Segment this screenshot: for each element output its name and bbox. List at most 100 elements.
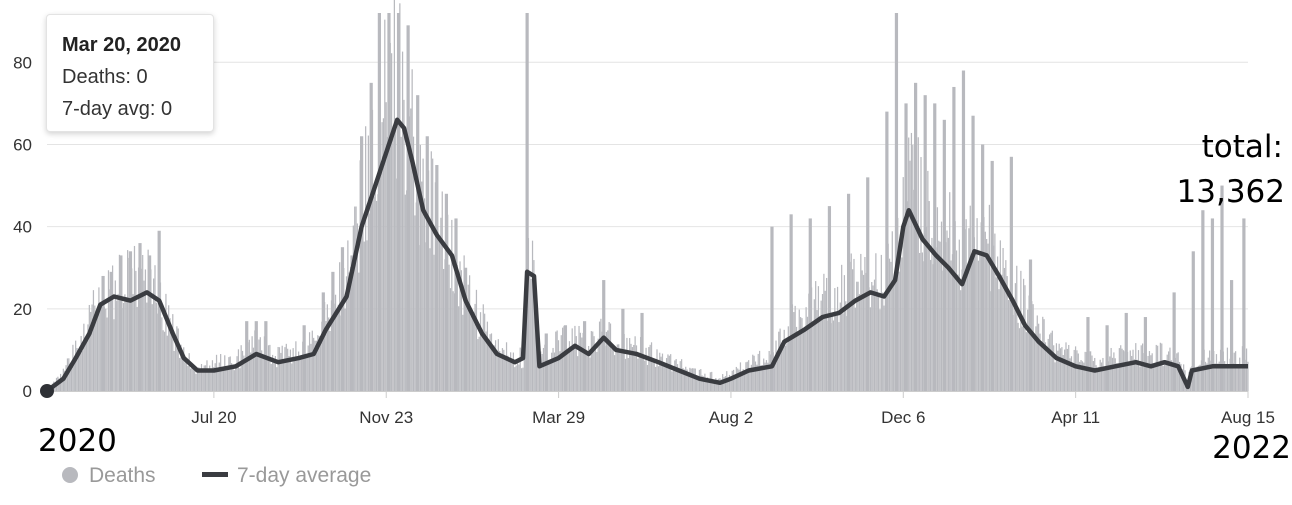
- death-bar: [300, 359, 302, 391]
- death-bar: [154, 265, 156, 391]
- death-bar: [220, 354, 222, 391]
- death-bar: [619, 351, 621, 391]
- death-bar: [1042, 316, 1044, 391]
- death-bar: [274, 356, 276, 391]
- death-bar: [801, 318, 803, 391]
- death-bar: [1133, 359, 1136, 391]
- death-bar: [458, 306, 460, 391]
- death-bar: [723, 377, 725, 391]
- death-bar: [1013, 299, 1015, 391]
- death-bar-spike: [1242, 218, 1246, 391]
- death-bar: [127, 250, 129, 391]
- death-bar: [724, 376, 727, 391]
- death-bar: [728, 374, 731, 391]
- death-bar: [348, 272, 350, 391]
- death-bar: [1014, 283, 1017, 391]
- death-bar: [144, 269, 147, 391]
- death-bar: [180, 344, 182, 391]
- death-bar: [784, 345, 787, 391]
- death-bar: [1209, 350, 1211, 391]
- death-bar: [261, 350, 263, 391]
- death-bar: [1084, 351, 1086, 391]
- death-bar: [758, 350, 761, 391]
- death-bar: [950, 260, 952, 391]
- death-bar: [871, 282, 873, 391]
- death-bar: [1165, 362, 1167, 391]
- average-line-path: [45, 117, 1248, 393]
- death-bar: [511, 359, 513, 391]
- tooltip-date: Mar 20, 2020: [62, 34, 181, 56]
- death-bar: [851, 269, 854, 391]
- death-bar: [317, 335, 319, 391]
- death-bar: [998, 289, 1000, 391]
- death-bar-spike: [463, 267, 468, 391]
- death-bar: [155, 302, 157, 391]
- death-bar: [646, 364, 649, 391]
- death-bar: [514, 367, 516, 391]
- death-bar: [176, 326, 178, 391]
- death-bar: [311, 330, 313, 391]
- legend-avg-label[interactable]: 7-day average: [237, 464, 371, 487]
- death-bar: [289, 349, 292, 391]
- death-bar: [79, 353, 81, 391]
- death-bar: [984, 231, 986, 391]
- death-bar: [61, 379, 63, 391]
- death-bar: [355, 206, 357, 391]
- death-bar: [484, 313, 486, 391]
- death-bar: [1109, 356, 1111, 391]
- death-bar: [597, 338, 599, 391]
- death-bar: [334, 294, 337, 391]
- death-bar: [494, 340, 497, 391]
- death-bar: [1163, 361, 1166, 391]
- legend-deaths-label[interactable]: Deaths: [89, 464, 156, 487]
- death-bar: [508, 357, 510, 391]
- death-bar: [910, 132, 913, 391]
- death-bar: [774, 357, 776, 391]
- death-bar: [1040, 341, 1042, 391]
- death-bar: [966, 273, 969, 391]
- death-bar: [400, 136, 402, 391]
- death-bar: [797, 332, 799, 391]
- death-bar: [142, 254, 144, 391]
- death-bar: [581, 337, 583, 391]
- death-bar: [1098, 367, 1100, 391]
- death-bar: [735, 366, 737, 391]
- deaths-bars[interactable]: [47, 0, 1249, 392]
- seven-day-average-line[interactable]: [45, 117, 1248, 393]
- death-bar: [1236, 364, 1238, 391]
- death-bar: [704, 373, 706, 391]
- death-bar: [929, 259, 932, 391]
- death-bar-spike: [866, 177, 870, 391]
- death-bar-spike: [109, 271, 113, 391]
- death-bar: [105, 308, 107, 391]
- death-bar: [586, 354, 588, 391]
- death-bar: [229, 356, 231, 391]
- legend[interactable]: Deaths 7-day average: [62, 464, 371, 487]
- death-bar: [816, 310, 818, 391]
- death-bar: [1159, 342, 1162, 391]
- death-bar-spike: [1009, 156, 1013, 391]
- death-bar: [512, 352, 514, 391]
- death-bar: [687, 375, 690, 391]
- death-bar: [58, 378, 60, 391]
- death-bar: [72, 344, 74, 391]
- death-bar: [624, 358, 627, 391]
- death-bar: [743, 374, 746, 391]
- death-bar: [504, 358, 506, 391]
- death-bar: [568, 341, 571, 391]
- death-bar: [280, 352, 282, 391]
- death-bar: [753, 355, 755, 391]
- death-bar: [936, 207, 939, 391]
- death-bar: [328, 317, 330, 391]
- death-bar-spike: [1143, 317, 1148, 391]
- legend-avg-swatch: [202, 472, 228, 477]
- death-bar: [473, 312, 475, 391]
- death-bar: [600, 318, 602, 391]
- death-bar: [422, 158, 424, 391]
- death-bar: [188, 353, 190, 391]
- death-bar: [856, 281, 858, 391]
- death-bar: [356, 223, 359, 391]
- death-bar: [975, 249, 977, 391]
- death-bar: [404, 194, 406, 391]
- death-bar: [76, 348, 78, 391]
